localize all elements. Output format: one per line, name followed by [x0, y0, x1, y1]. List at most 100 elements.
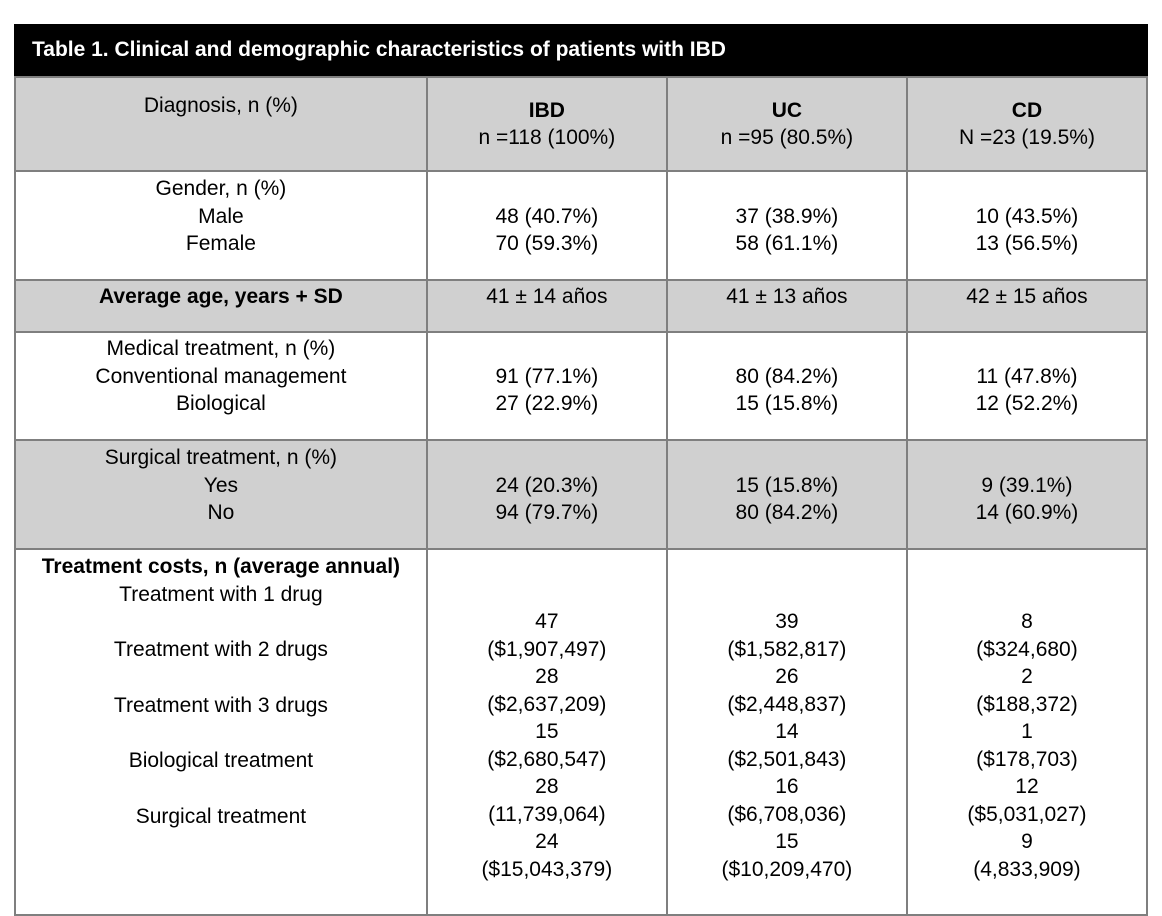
- row-sublabel: Treatment with 2 drugs: [113, 638, 328, 661]
- cell-value: 11 (47.8%): [976, 364, 1078, 388]
- header-row: Diagnosis, n (%) IBD n =118 (100%) UC n …: [14, 76, 1149, 172]
- row-label: Gender, n (%): [155, 177, 287, 200]
- row-label: Treatment costs, n (average annual): [41, 555, 401, 578]
- cost-amount: ($2,680,547): [487, 747, 607, 771]
- ibd-cell: 41 ± 14 años: [425, 279, 668, 333]
- row-sublabel: Biological: [175, 392, 266, 415]
- cell-value: 37 (38.9%): [735, 204, 839, 228]
- cost-count: 26: [775, 665, 799, 688]
- row-label-cell: Surgical treatment, n (%) Yes No: [14, 439, 428, 550]
- cost-count: 47: [535, 610, 559, 633]
- cd-cell: 11 (47.8%) 12 (52.2%): [905, 331, 1149, 441]
- cost-count: 12: [1015, 775, 1039, 798]
- cost-count: 8: [1021, 610, 1033, 633]
- cost-count: 9: [1021, 830, 1033, 853]
- cell-value: 58 (61.1%): [735, 232, 839, 255]
- row-sublabel: No: [207, 501, 235, 524]
- cost-amount: ($2,637,209): [487, 692, 607, 716]
- row-sublabel: Female: [185, 232, 256, 255]
- cost-amount: ($188,372): [976, 692, 1078, 716]
- row-sublabel: Treatment with 3 drugs: [113, 693, 328, 717]
- cost-count: 14: [775, 720, 799, 743]
- header-uc: UC n =95 (80.5%): [665, 76, 908, 172]
- cd-cell: 42 ± 15 años: [905, 279, 1149, 333]
- age-row: Average age, years + SD 41 ± 14 años 41 …: [14, 279, 1149, 333]
- cell-value: 13 (56.5%): [975, 232, 1079, 255]
- cell-value: 24 (20.3%): [495, 473, 599, 497]
- cost-count: 15: [775, 830, 799, 853]
- cost-amount: ($2,501,843): [727, 747, 847, 771]
- ibd-cell: 47 ($1,907,497) 28 ($2,637,209) 15 ($2,6…: [425, 548, 668, 916]
- uc-cell: 15 (15.8%) 80 (84.2%): [665, 439, 908, 550]
- cell-value: 80 (84.2%): [735, 501, 839, 524]
- column-name: IBD: [528, 98, 565, 122]
- column-n: N =23 (19.5%): [958, 126, 1095, 149]
- row-sublabel: Male: [198, 204, 244, 228]
- uc-cell: 37 (38.9%) 58 (61.1%): [665, 170, 908, 281]
- cell-value: 80 (84.2%): [735, 364, 839, 388]
- cell-value: 15 (15.8%): [735, 473, 839, 497]
- cost-amount: ($1,582,817): [727, 637, 847, 661]
- cell-value: 15 (15.8%): [735, 392, 839, 415]
- cell-value: 12 (52.2%): [975, 392, 1079, 415]
- cell-value: 91 (77.1%): [495, 364, 599, 388]
- cost-amount: ($6,708,036): [727, 802, 847, 826]
- uc-cell: 41 ± 13 años: [665, 279, 908, 333]
- cost-count: 2: [1021, 665, 1033, 688]
- table-title: Table 1. Clinical and demographic charac…: [14, 24, 1148, 76]
- gender-row: Gender, n (%) Male Female 48 (40.7%) 70 …: [14, 170, 1149, 281]
- cost-amount: ($10,209,470): [721, 857, 853, 881]
- cell-value: 14 (60.9%): [975, 501, 1079, 524]
- cost-amount: (4,833,909): [973, 857, 1081, 881]
- header-ibd: IBD n =118 (100%): [425, 76, 668, 172]
- cost-amount: ($2,448,837): [727, 692, 847, 716]
- cell-value: 70 (59.3%): [495, 232, 599, 255]
- cd-cell: 8 ($324,680) 2 ($188,372) 1 ($178,703) 1…: [905, 548, 1149, 916]
- row-sublabel: Treatment with 1 drug: [119, 582, 323, 606]
- cost-amount: (11,739,064): [488, 802, 606, 826]
- cd-cell: 10 (43.5%) 13 (56.5%): [905, 170, 1149, 281]
- column-name: UC: [771, 98, 803, 122]
- surgical-treatment-row: Surgical treatment, n (%) Yes No 24 (20.…: [14, 439, 1149, 550]
- header-row-label: Diagnosis, n (%): [14, 76, 428, 172]
- cost-amount: ($324,680): [976, 637, 1078, 661]
- cost-count: 15: [535, 720, 559, 743]
- ibd-cell: 24 (20.3%) 94 (79.7%): [425, 439, 668, 550]
- column-name: CD: [1011, 98, 1043, 122]
- cost-count: 39: [775, 610, 799, 633]
- cost-count: 28: [535, 665, 559, 688]
- row-sublabel: Biological treatment: [128, 749, 314, 772]
- cell-value: 48 (40.7%): [495, 204, 599, 228]
- row-sublabel: Yes: [203, 473, 239, 497]
- cell-value: 94 (79.7%): [495, 501, 599, 524]
- cost-amount: ($1,907,497): [487, 637, 607, 661]
- row-label: Medical treatment, n (%): [106, 337, 336, 360]
- cost-count: 1: [1021, 720, 1033, 743]
- characteristics-table: Diagnosis, n (%) IBD n =118 (100%) UC n …: [14, 76, 1149, 916]
- uc-cell: 80 (84.2%) 15 (15.8%): [665, 331, 908, 441]
- treatment-costs-row: Treatment costs, n (average annual) Trea…: [14, 548, 1149, 916]
- row-label-cell: Gender, n (%) Male Female: [14, 170, 428, 281]
- cell-value: 10 (43.5%): [975, 204, 1079, 228]
- cost-amount: ($15,043,379): [481, 857, 613, 881]
- table-container: Table 1. Clinical and demographic charac…: [14, 24, 1149, 916]
- uc-cell: 39 ($1,582,817) 26 ($2,448,837) 14 ($2,5…: [665, 548, 908, 916]
- column-n: n =95 (80.5%): [720, 126, 854, 149]
- row-sublabel: Conventional management: [95, 364, 347, 388]
- row-sublabel: Surgical treatment: [135, 804, 307, 828]
- medical-treatment-row: Medical treatment, n (%) Conventional ma…: [14, 331, 1149, 441]
- row-label-cell: Medical treatment, n (%) Conventional ma…: [14, 331, 428, 441]
- row-label: Surgical treatment, n (%): [104, 446, 338, 469]
- row-label-cell: Treatment costs, n (average annual) Trea…: [14, 548, 428, 916]
- ibd-cell: 48 (40.7%) 70 (59.3%): [425, 170, 668, 281]
- cost-amount: ($5,031,027): [967, 802, 1087, 826]
- cd-cell: 9 (39.1%) 14 (60.9%): [905, 439, 1149, 550]
- cost-count: 24: [535, 830, 559, 853]
- cost-count: 28: [535, 775, 559, 798]
- header-cd: CD N =23 (19.5%): [905, 76, 1149, 172]
- cell-value: 9 (39.1%): [981, 473, 1073, 497]
- row-label: Average age, years + SD: [14, 279, 428, 333]
- cell-value: 27 (22.9%): [495, 392, 599, 415]
- ibd-cell: 91 (77.1%) 27 (22.9%): [425, 331, 668, 441]
- cost-amount: ($178,703): [976, 747, 1078, 771]
